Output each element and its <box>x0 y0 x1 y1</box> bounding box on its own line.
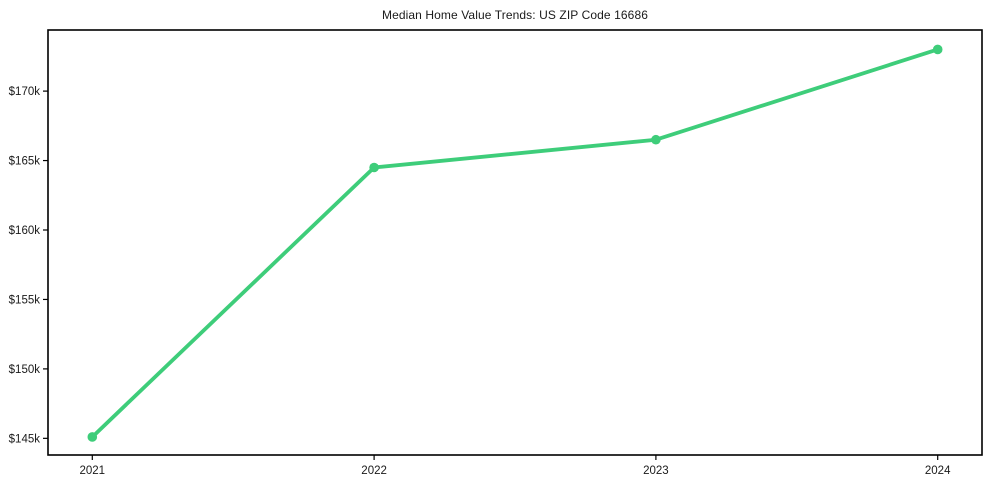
y-tick-label: $150k <box>9 364 41 376</box>
y-tick-label: $170k <box>9 86 41 98</box>
data-point-2024 <box>932 44 943 55</box>
y-tick-label: $160k <box>9 225 41 237</box>
data-point-2022 <box>369 162 379 173</box>
line-series <box>90 47 940 439</box>
x-tick-label: 2021 <box>80 465 106 477</box>
data-point-2021 <box>87 432 98 442</box>
y-tick-label: $155k <box>9 294 41 306</box>
x-tick-label: 2022 <box>361 465 387 477</box>
x-tick-label: 2024 <box>925 465 951 477</box>
chart-title: Median Home Value Trends: US ZIP Code 16… <box>381 8 648 22</box>
plot-border <box>47 29 983 456</box>
y-tick-label: $145k <box>9 433 41 445</box>
x-tick-label: 2023 <box>643 465 669 477</box>
data-point-2023 <box>651 134 661 145</box>
y-tick-label: $165k <box>9 156 41 168</box>
